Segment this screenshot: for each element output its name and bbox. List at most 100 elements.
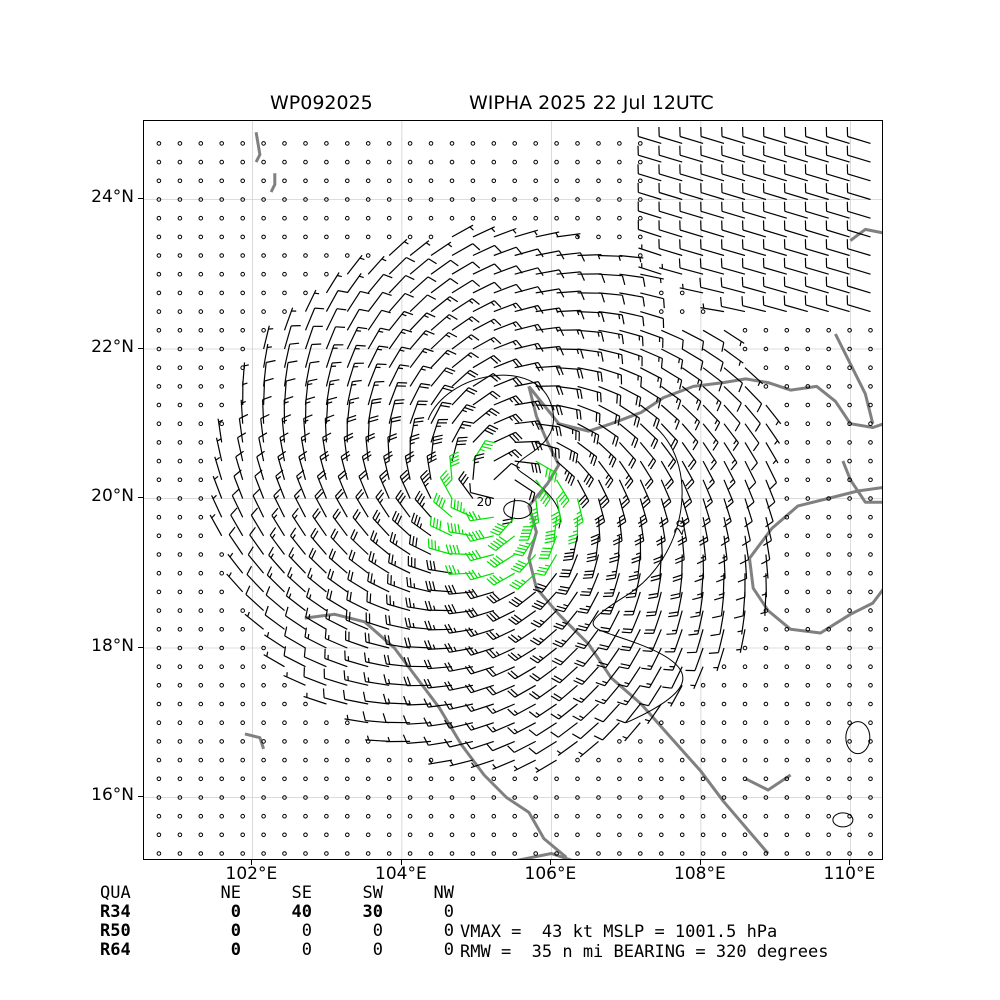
wind-barb — [619, 367, 643, 387]
wind-barb — [598, 441, 617, 468]
calm-wind-marker — [512, 197, 518, 202]
wind-barb — [674, 535, 685, 565]
wind-barb-shaft — [763, 173, 787, 182]
wind-barb — [846, 276, 871, 294]
wind-barb-feather — [471, 569, 478, 579]
wind-barb — [487, 535, 516, 551]
wind-barb-shaft — [240, 399, 244, 424]
calm-wind-marker — [826, 533, 832, 539]
wind-barb — [327, 568, 348, 593]
calm-wind-marker — [156, 589, 162, 595]
wind-barb — [283, 396, 294, 424]
wind-barb — [825, 276, 850, 294]
wind-barb-shaft — [742, 248, 767, 257]
calm-wind-marker — [156, 197, 162, 202]
wind-barb — [346, 590, 369, 612]
wind-barb-shaft — [583, 628, 599, 649]
wind-barb — [577, 460, 594, 488]
calm-wind-marker — [679, 832, 685, 838]
wind-map[interactable]: 20 20 — [143, 120, 883, 860]
wind-barb-feather — [545, 530, 556, 534]
wind-barb-feather — [586, 555, 597, 559]
wind-barb-feather — [485, 724, 494, 733]
wind-barb — [577, 348, 604, 362]
wind-barb-feather — [296, 469, 305, 477]
wind-barb-feather — [594, 717, 604, 723]
calm-wind-marker — [324, 234, 329, 240]
wind-barb-feather — [447, 681, 454, 690]
radii-value-ne: 0 — [230, 902, 241, 922]
wind-radii-table: QUA NE SE SW NW R34 0 40 30 0 R50 0 0 0 … — [100, 884, 454, 960]
wind-barb-shaft — [409, 543, 432, 556]
wind-barb-feather — [443, 369, 454, 375]
wind-barb-shaft — [535, 365, 560, 369]
wind-barb — [721, 220, 746, 238]
wind-barb-shaft — [805, 154, 829, 163]
wind-barb-shaft — [681, 535, 685, 560]
wind-barb-feather — [625, 596, 636, 599]
wind-barb-feather — [289, 527, 297, 537]
wind-barb-feather — [510, 688, 519, 696]
wind-barb — [762, 220, 787, 238]
wind-barb-feather — [228, 526, 236, 535]
wind-barb-feather — [600, 332, 605, 342]
wind-barb — [825, 220, 850, 238]
wind-barb — [391, 510, 411, 537]
wind-barb — [658, 220, 683, 238]
wind-barb-shaft — [493, 302, 517, 313]
wind-barb-feather — [371, 401, 382, 405]
calm-wind-marker — [261, 328, 266, 333]
wind-barb-feather — [584, 570, 595, 573]
calm-wind-marker — [198, 178, 204, 184]
calm-wind-marker — [784, 664, 790, 670]
wind-barb-feather — [534, 420, 540, 431]
wind-barb — [825, 183, 850, 201]
calm-wind-marker — [784, 384, 790, 389]
wind-barb-shaft — [470, 610, 494, 619]
wind-barb-feather — [493, 300, 502, 308]
wind-barb-shaft — [660, 367, 683, 381]
wind-barb — [741, 239, 767, 257]
calm-wind-marker — [826, 813, 832, 819]
wind-barb-feather — [700, 361, 704, 371]
wind-barb — [277, 450, 287, 480]
wind-barb-shaft — [660, 479, 672, 503]
wind-barb-feather — [374, 380, 385, 383]
wind-barb-shaft — [430, 384, 446, 406]
radii-value-se: 0 — [301, 940, 312, 960]
wind-barb — [507, 740, 536, 753]
wind-barb-half-feather — [394, 560, 397, 566]
wind-barb-shaft — [618, 460, 634, 482]
wind-barb-half-feather — [289, 573, 293, 579]
wind-barb-shaft — [428, 547, 453, 556]
wind-barb-shaft — [325, 326, 337, 350]
wind-barb — [554, 591, 578, 613]
wind-barb — [556, 233, 581, 239]
wind-barb-feather — [402, 328, 413, 333]
wind-barb-shaft — [493, 431, 516, 443]
calm-wind-marker — [784, 851, 790, 856]
lon-tick-label: 106°E — [524, 864, 577, 884]
wind-barb — [670, 573, 683, 600]
wind-barb-shaft — [283, 325, 292, 350]
wind-barb-feather — [425, 330, 435, 335]
wind-barb-shaft — [430, 314, 450, 331]
wind-barb-feather — [464, 740, 472, 750]
wind-barb-half-feather — [485, 412, 491, 417]
wind-barb-feather — [634, 540, 644, 546]
calm-wind-marker — [156, 365, 162, 370]
calm-wind-marker — [554, 832, 559, 838]
wind-barb-shaft — [535, 404, 560, 407]
wind-barb-shaft — [519, 554, 537, 573]
wind-barb — [406, 576, 432, 593]
calm-wind-marker — [156, 701, 162, 707]
wind-barb-feather — [512, 396, 520, 405]
calm-wind-marker — [345, 234, 350, 240]
wind-barb-shaft — [367, 292, 384, 312]
wind-barb-shaft — [826, 285, 850, 294]
wind-barb-half-feather — [214, 475, 219, 480]
wind-barb-half-feather — [513, 728, 519, 733]
wind-barb — [619, 254, 644, 263]
wind-barb — [658, 126, 683, 144]
wind-barb-feather — [730, 462, 738, 471]
